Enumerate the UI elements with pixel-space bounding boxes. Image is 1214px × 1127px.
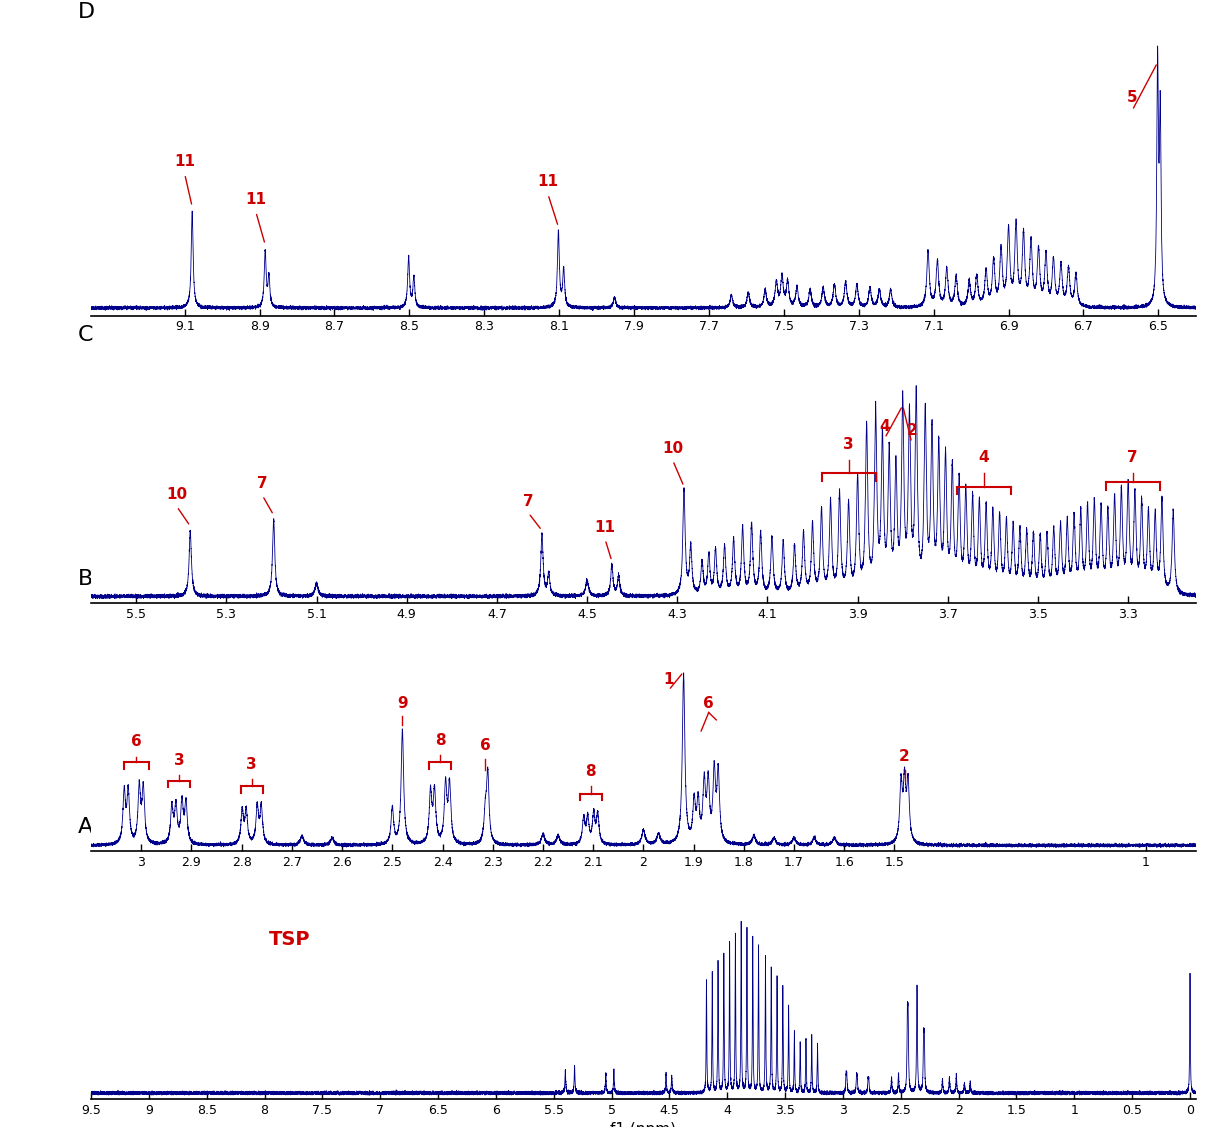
Text: 2: 2 [900,749,910,764]
Text: 4: 4 [879,419,890,434]
Text: 3: 3 [844,436,853,452]
Text: 10: 10 [662,441,683,456]
Text: B: B [78,569,93,589]
Text: 11: 11 [538,174,558,189]
Text: TSP: TSP [270,930,311,949]
Text: 3: 3 [174,753,185,767]
Text: 6: 6 [703,695,714,711]
Text: 7: 7 [1128,450,1138,464]
Text: 11: 11 [595,520,615,535]
Text: 1: 1 [663,672,674,686]
Text: A: A [78,817,93,837]
Text: 11: 11 [245,192,266,206]
Text: 3: 3 [246,756,257,772]
Text: 7: 7 [257,476,268,491]
Text: 10: 10 [166,487,187,502]
Text: 9: 9 [397,695,408,711]
Text: 6: 6 [480,738,490,753]
Text: 7: 7 [523,494,534,508]
Text: D: D [78,2,95,21]
Text: 6: 6 [131,735,142,749]
Text: 11: 11 [174,153,195,169]
Text: 5: 5 [1127,90,1138,106]
Text: 8: 8 [585,764,596,779]
Text: 8: 8 [435,733,446,747]
X-axis label: f1 (ppm): f1 (ppm) [611,1122,676,1127]
Text: 4: 4 [978,450,989,464]
Text: C: C [78,326,93,345]
Text: 2: 2 [907,424,917,438]
